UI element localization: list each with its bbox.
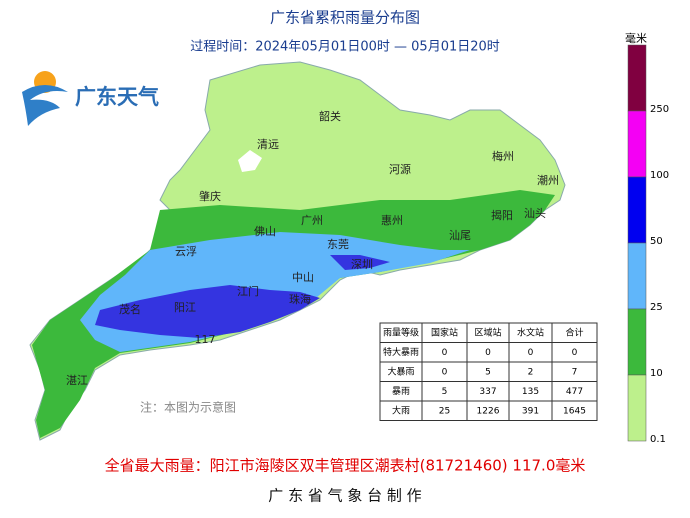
- title: 广东省累积雨量分布图: [270, 9, 420, 27]
- city-label: 117: [195, 333, 216, 346]
- city-label: 阳江: [174, 301, 196, 314]
- table-cell: 391: [522, 406, 539, 416]
- table-cell: 0: [528, 348, 534, 358]
- table-header: 国家站: [431, 326, 458, 338]
- producer: 广 东 省 气 象 台 制 作: [268, 487, 421, 505]
- legend-tick-label: 100: [650, 170, 669, 181]
- table-cell: 25: [439, 406, 450, 416]
- legend-swatch: [627, 374, 647, 442]
- table-header: 雨量等级: [383, 326, 419, 338]
- table-cell: 0: [572, 348, 578, 358]
- table-cell: 大雨: [392, 404, 410, 416]
- legend-swatch: [627, 110, 647, 178]
- table-cell: 1226: [477, 406, 500, 416]
- city-label: 茂名: [119, 302, 141, 316]
- max-rain: 全省最大雨量：阳江市海陵区双丰管理区潮表村(81721460) 117.0毫米: [105, 457, 586, 475]
- table-cell: 特大暴雨: [383, 346, 419, 358]
- city-label: 广州: [301, 214, 323, 227]
- table-cell: 0: [442, 367, 448, 377]
- legend-tick-label: 250: [650, 104, 669, 115]
- table-cell: 1645: [563, 406, 586, 416]
- logo-text: 广东天气: [75, 85, 159, 109]
- table-cell: 0: [442, 348, 448, 358]
- legend-swatch: [627, 176, 647, 244]
- legend-tick-label: 10: [650, 368, 663, 379]
- province-map: [29, 61, 566, 441]
- city-label: 云浮: [175, 245, 197, 258]
- city-label: 湛江: [66, 374, 88, 387]
- legend-tick-label: 0.1: [650, 434, 666, 445]
- table-cell: 5: [442, 387, 448, 397]
- table-cell: 7: [572, 367, 578, 377]
- table-cell: 337: [479, 387, 496, 397]
- city-label: 清远: [257, 138, 279, 151]
- city-label: 肇庆: [199, 189, 221, 203]
- table-header: 区域站: [474, 326, 501, 338]
- city-label: 珠海: [289, 292, 311, 306]
- table-cell: 135: [522, 387, 539, 397]
- table-cell: 477: [566, 387, 583, 397]
- legend-swatch: [627, 44, 647, 112]
- legend-swatch: [627, 242, 647, 310]
- city-label: 韶关: [319, 109, 341, 123]
- city-label: 惠州: [381, 213, 403, 227]
- table-cell: 5: [485, 367, 491, 377]
- table-cell: 暴雨: [392, 386, 410, 397]
- city-label: 汕头: [524, 207, 546, 220]
- legend-unit: 毫米: [625, 31, 647, 45]
- city-label: 江门: [237, 284, 259, 298]
- city-label: 佛山: [254, 225, 276, 238]
- city-label: 中山: [292, 271, 314, 284]
- city-label: 东莞: [327, 238, 349, 251]
- city-label: 潮州: [537, 173, 559, 187]
- map-note: 注：本图为示意图: [140, 400, 236, 415]
- table-cell: 2: [528, 367, 534, 377]
- table-header: 合计: [565, 326, 583, 338]
- table-header: 水文站: [517, 326, 544, 338]
- table-frame: [379, 322, 598, 421]
- city-label: 深圳: [351, 258, 373, 271]
- legend: 毫米 250 100 50 25 10 0.1: [625, 31, 669, 445]
- table-cell: 0: [485, 348, 491, 358]
- city-label: 汕尾: [449, 229, 471, 242]
- subtitle: 过程时间：2024年05月01日00时 — 05月01日20时: [190, 40, 500, 55]
- logo-icon: [22, 71, 68, 126]
- legend-swatch: [627, 308, 647, 376]
- legend-tick-label: 50: [650, 236, 663, 247]
- city-label: 河源: [389, 162, 411, 176]
- legend-tick-label: 25: [650, 302, 663, 313]
- table-cell: 大暴雨: [387, 365, 414, 377]
- city-label: 揭阳: [491, 208, 513, 222]
- city-label: 梅州: [492, 149, 514, 163]
